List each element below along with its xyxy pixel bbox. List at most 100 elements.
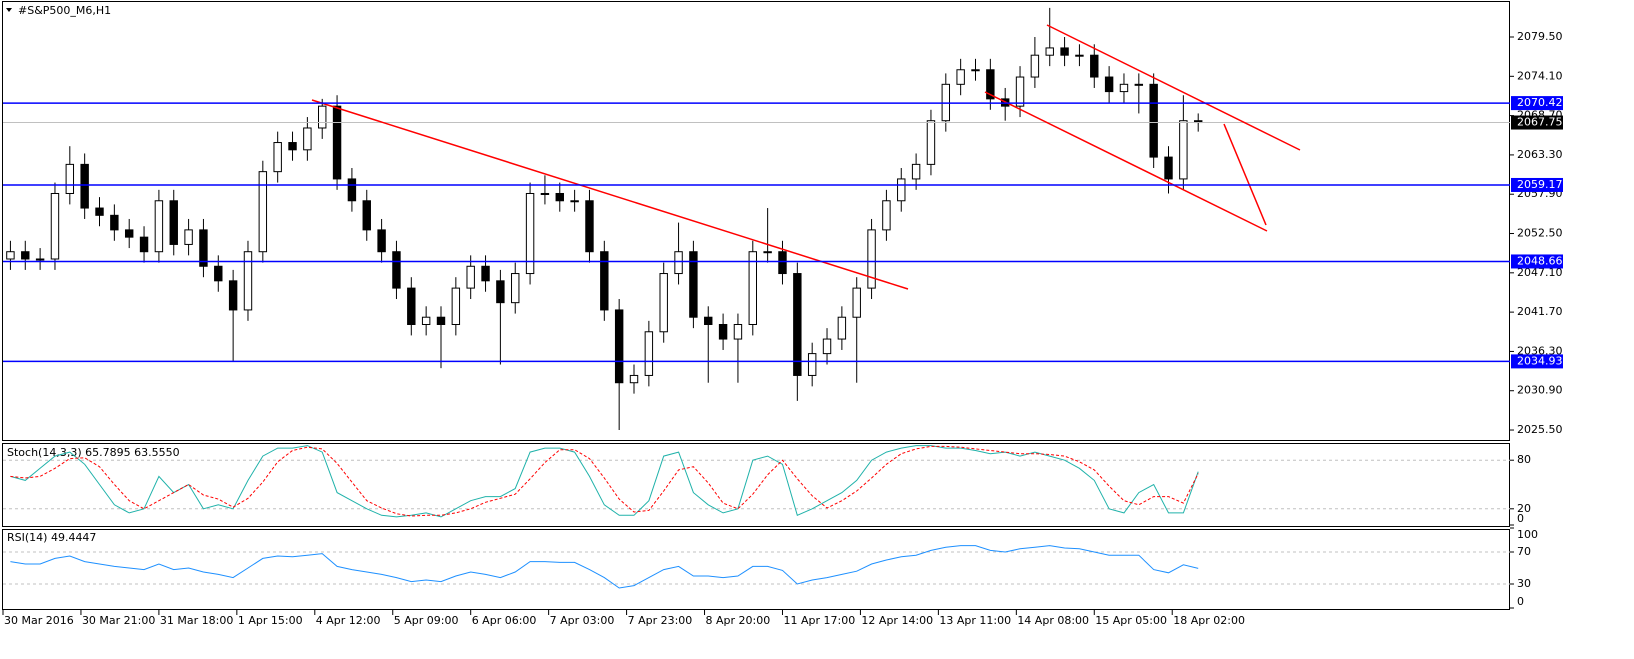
candle-body (1060, 47, 1069, 56)
candle-body (184, 229, 193, 245)
x-tick-label: 6 Apr 06:00 (472, 614, 537, 627)
candle-body (1030, 54, 1040, 78)
candle-body (228, 280, 238, 311)
candle-body (436, 316, 446, 325)
candle-body (733, 323, 743, 340)
x-tick-label: 7 Apr 23:00 (628, 614, 693, 627)
candle-body (199, 229, 208, 267)
trend-line (984, 91, 1268, 232)
candle-body (956, 69, 965, 85)
candle-body (139, 236, 149, 253)
candle-body (1149, 83, 1158, 158)
candle-body (822, 338, 832, 355)
candle-body (273, 142, 282, 173)
candle-body (793, 273, 802, 376)
candle-body (1104, 76, 1114, 93)
main-panel (2, 1, 1510, 441)
y-tick-label: 2063.30 (1517, 148, 1563, 161)
candle-body (807, 353, 817, 376)
candle-body (1119, 83, 1129, 93)
x-tick-label: 13 Apr 11:00 (939, 614, 1011, 627)
y-tick-label: 80 (1517, 453, 1531, 466)
level-label-box (1511, 96, 1563, 111)
y-tick-label: 2030.90 (1517, 384, 1563, 397)
candle-body (704, 316, 713, 325)
candle-body (718, 323, 728, 340)
candle-body (614, 309, 624, 384)
candle-body (35, 258, 45, 261)
candle-body (1090, 54, 1099, 78)
candle-body (1164, 156, 1173, 180)
trend-line (1046, 24, 1301, 151)
indicator-line (10, 445, 1199, 518)
x-tick-label: 7 Apr 03:00 (550, 614, 615, 627)
last-price-box (1511, 115, 1563, 130)
indicator-line (10, 545, 1199, 589)
y-tick-label: 2025.50 (1517, 423, 1563, 436)
y-tick-label: 0 (1517, 512, 1524, 525)
candle-body (1134, 83, 1144, 86)
overlay: 2070.42 2059.17 2048.66 2034.93 2067.75 (3, 96, 1563, 369)
candle-body (243, 251, 253, 311)
candle-body (763, 251, 772, 254)
candle-body (288, 142, 297, 151)
candle-body (362, 200, 371, 231)
y-tick-label: 2047.10 (1517, 266, 1563, 279)
candle-body (1179, 120, 1188, 180)
candle-body (971, 69, 980, 72)
y-tick-label: 2041.70 (1517, 305, 1563, 318)
level-label: 2059.17 (1517, 178, 1563, 191)
candle-body (689, 251, 698, 318)
y-tick-label: 30 (1517, 577, 1531, 590)
last-price-label: 2067.75 (1517, 116, 1563, 129)
rsi-title: RSI(14) 49.4447 (7, 531, 96, 544)
x-tick-label: 11 Apr 17:00 (783, 614, 855, 627)
x-tick-label: 14 Apr 08:00 (1017, 614, 1089, 627)
x-tick-label: 18 Apr 02:00 (1173, 614, 1245, 627)
candle-body (570, 200, 579, 203)
level-label-box (1511, 177, 1563, 192)
x-tick-label: 15 Apr 05:00 (1095, 614, 1167, 627)
stoch-panel (2, 443, 1510, 527)
candle-body (95, 207, 104, 216)
candle-body (318, 105, 327, 129)
menu-arrow[interactable] (6, 8, 12, 12)
y-tick-label: 2079.50 (1517, 30, 1563, 43)
candle-body (258, 171, 268, 253)
candle-body (124, 229, 134, 238)
candle-body (986, 69, 995, 100)
x-tick-label: 8 Apr 20:00 (706, 614, 771, 627)
y-tick-label: 100 (1517, 528, 1538, 541)
candle-body (154, 200, 164, 253)
x-tick-label: 30 Mar 21:00 (82, 614, 155, 627)
candle-body (421, 316, 431, 325)
candle-body (466, 265, 475, 289)
candle-body (214, 265, 223, 282)
candle-body (585, 200, 594, 253)
candle-body (21, 251, 30, 260)
candle-body (347, 178, 357, 202)
candle-body (600, 251, 609, 311)
candle-body (555, 192, 564, 202)
candle-body (540, 192, 550, 195)
chart-title: #S&P500_M6,H1 (18, 4, 111, 17)
candle-body (481, 265, 490, 282)
candle-body (1015, 76, 1025, 107)
level-label: 2034.93 (1517, 354, 1563, 367)
y-tick-label: 2052.50 (1517, 227, 1563, 240)
rsi-panel (2, 529, 1510, 610)
y-tick-label: 2036.30 (1517, 344, 1563, 357)
candle-body (748, 251, 758, 325)
candle-body (897, 178, 906, 202)
y-tick-label: 2074.10 (1517, 69, 1563, 82)
candle-body (303, 127, 312, 151)
level-label: 2048.66 (1517, 254, 1563, 267)
trend-lines (311, 24, 1301, 290)
candle-body (644, 331, 654, 376)
candle-body (926, 120, 936, 165)
x-tick-label: 30 Mar 2016 (4, 614, 74, 627)
candle-body (50, 192, 60, 260)
candle-body (65, 163, 75, 194)
